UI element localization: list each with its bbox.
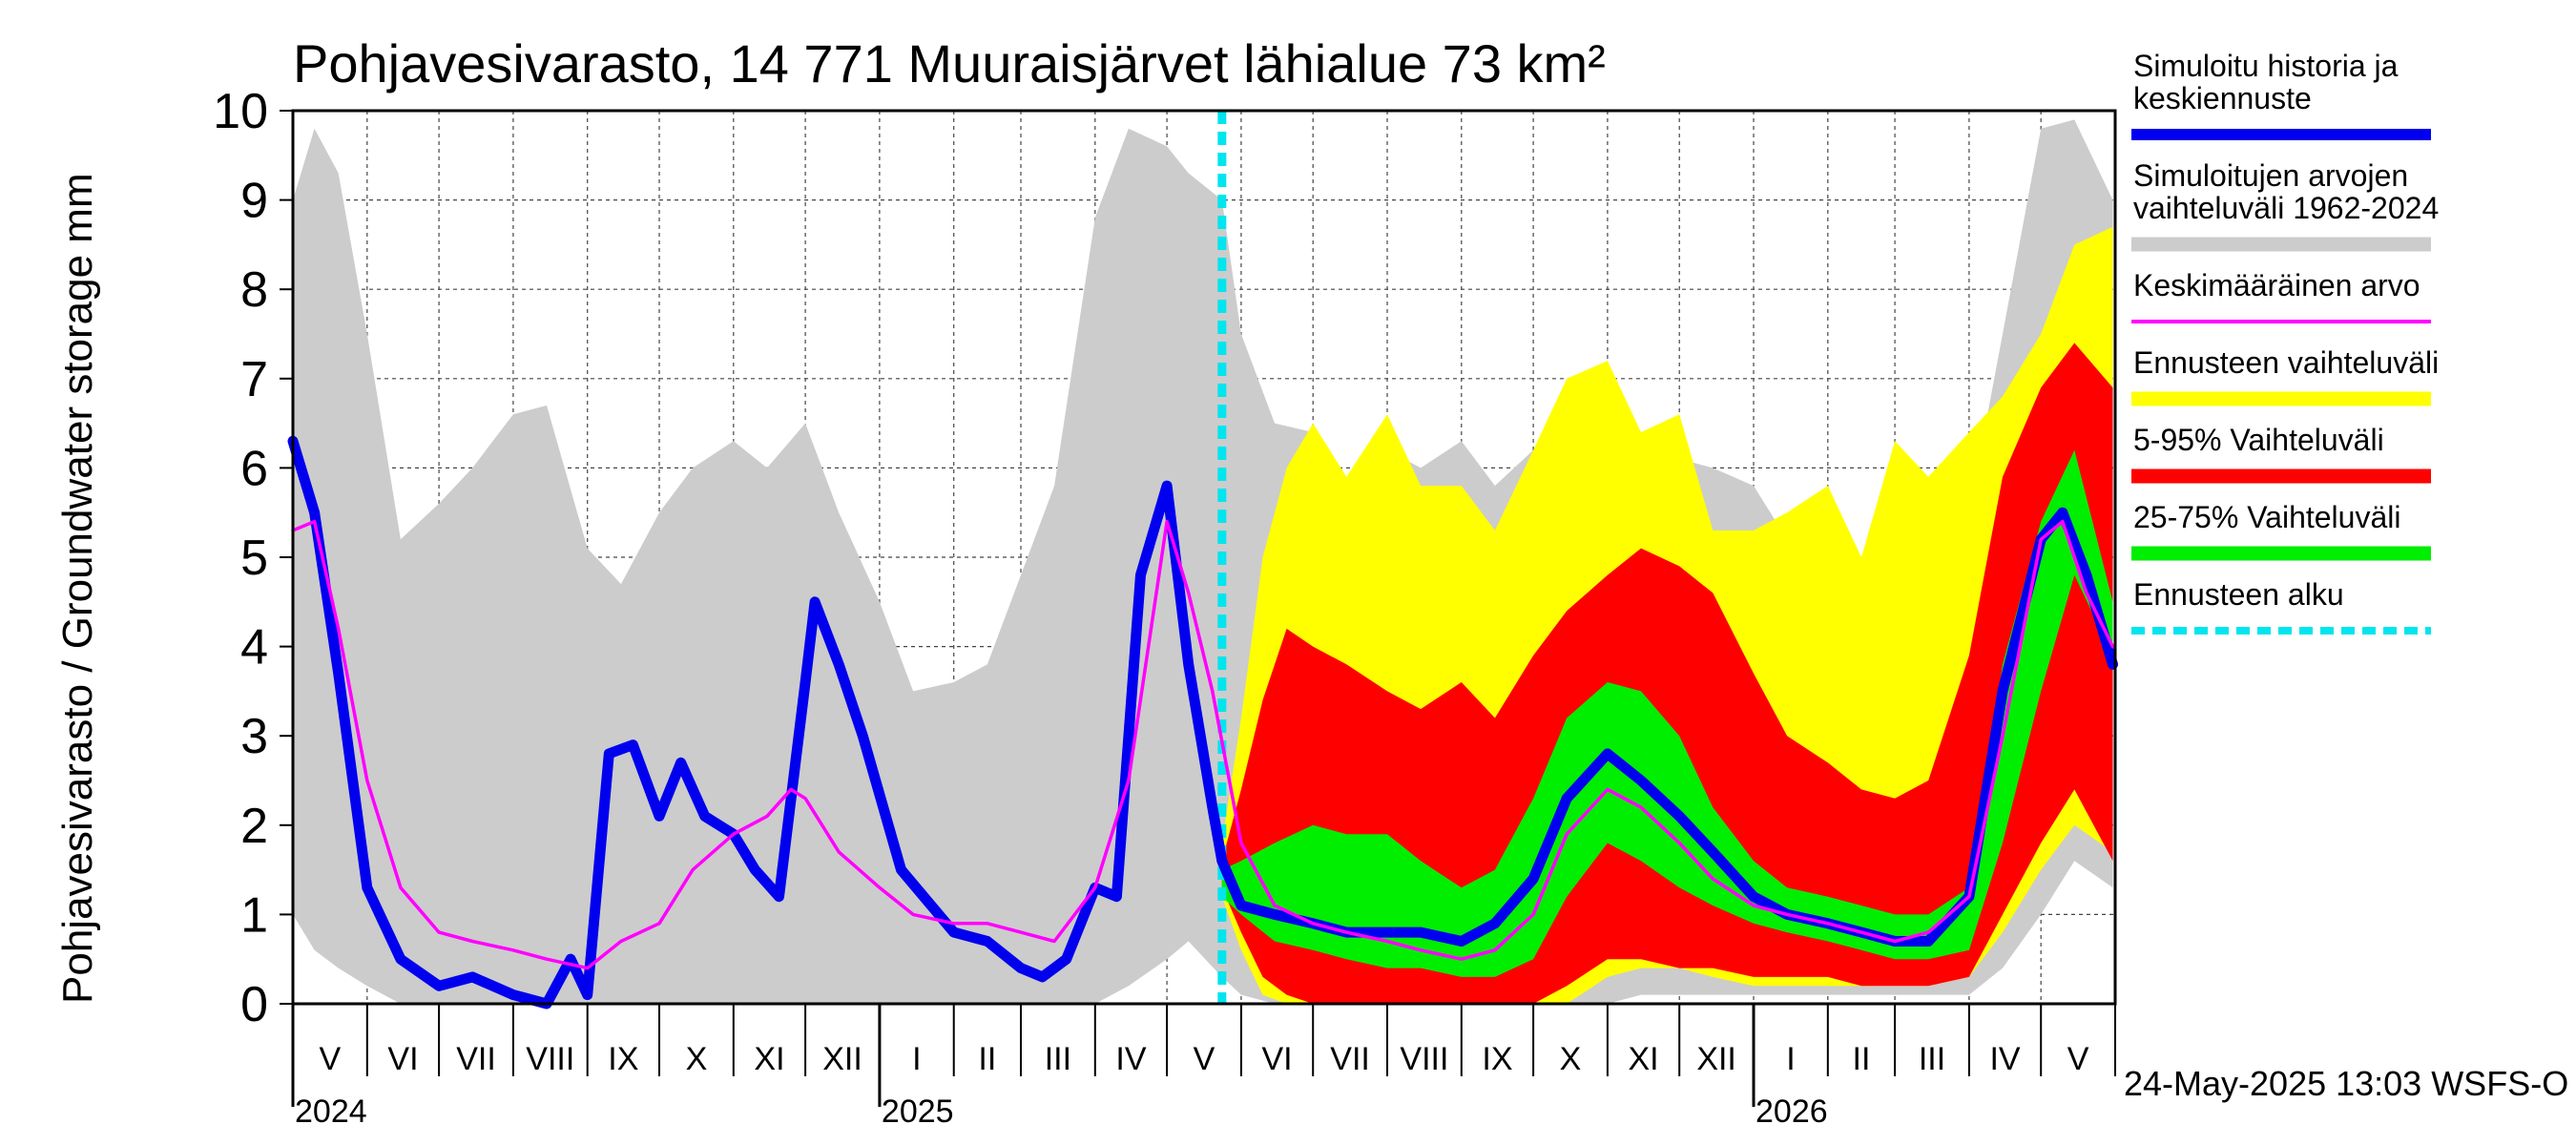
- legend-item: Ennusteen vaihteluväli: [2131, 345, 2439, 406]
- y-tick-label: 7: [240, 352, 268, 407]
- month-label: IV: [1989, 1041, 2020, 1077]
- y-tick-label: 0: [240, 977, 268, 1032]
- month-label: XII: [1696, 1041, 1736, 1077]
- year-label: 2025: [882, 1093, 954, 1130]
- legend-label: Ennusteen vaihteluväli: [2133, 345, 2439, 380]
- lines-layer: [287, 111, 2118, 1010]
- month-label: V: [320, 1041, 342, 1077]
- x-axis: V VI VII VIII IX X XI XII I II III IV V VI VII VIII IX X X…: [291, 1004, 2116, 1130]
- y-tick-label: 10: [213, 84, 268, 139]
- y-tick-label: 4: [240, 620, 268, 676]
- legend-item: Keskimääräinen arvo: [2131, 268, 2431, 323]
- month-label: VIII: [526, 1041, 574, 1077]
- month-label: I: [912, 1041, 921, 1077]
- legend-item: Ennusteen alku: [2131, 577, 2431, 635]
- year-label: 2024: [295, 1093, 367, 1130]
- line-keskima-a-ra-inen-arvo: [291, 519, 2115, 970]
- month-label: V: [2067, 1041, 2089, 1077]
- legend-label: 5-95% Vaihteluväli: [2133, 423, 2384, 457]
- month-label: X: [1560, 1041, 1582, 1077]
- y-tick-label: 1: [240, 887, 268, 943]
- month-label: X: [686, 1041, 708, 1077]
- month-label: V: [1194, 1041, 1215, 1077]
- y-tick-label: 5: [240, 531, 268, 586]
- month-label: VII: [456, 1041, 496, 1077]
- year-label: 2026: [1755, 1093, 1828, 1130]
- month-label: VIII: [1400, 1041, 1448, 1077]
- legend-label: 25-75% Vaihteluväli: [2133, 500, 2400, 534]
- y-tick-label: 9: [240, 174, 268, 229]
- legend-item: 5-95% Vaihteluväli: [2131, 423, 2431, 484]
- legend-label: Simuloitujen arvojen: [2133, 158, 2408, 193]
- month-label: XI: [754, 1041, 784, 1077]
- legend-label: Simuloitu historia ja: [2133, 49, 2399, 83]
- y-tick-label: 3: [240, 709, 268, 764]
- month-label: VII: [1330, 1041, 1370, 1077]
- month-label: II: [978, 1041, 996, 1077]
- legend: Simuloitu historia jakeskiennusteSimuloi…: [2131, 49, 2439, 635]
- legend-label: Keskimääräinen arvo: [2133, 268, 2420, 302]
- month-label: III: [1045, 1041, 1071, 1077]
- month-label: III: [1919, 1041, 1945, 1077]
- month-label: XII: [822, 1041, 862, 1077]
- month-label: VI: [387, 1041, 418, 1077]
- y-tick-label: 8: [240, 262, 268, 318]
- footer-timestamp: 24-May-2025 13:03 WSFS-O: [2124, 1064, 2568, 1103]
- y-axis-label: Pohjavesivarasto / Groundwater storage m…: [54, 173, 101, 1004]
- y-tick-label: 6: [240, 441, 268, 496]
- month-label: XI: [1628, 1041, 1658, 1077]
- legend-label: vaihteluväli 1962-2024: [2133, 191, 2439, 225]
- legend-label: Ennusteen alku: [2133, 577, 2344, 612]
- y-axis: 0 1 2 3 4 5 6 7 8 9 10: [213, 84, 293, 1032]
- month-label: I: [1786, 1041, 1795, 1077]
- legend-item: 25-75% Vaihteluväli: [2131, 500, 2431, 561]
- month-label: IX: [1482, 1041, 1512, 1077]
- month-label: IV: [1115, 1041, 1146, 1077]
- month-label: VI: [1261, 1041, 1292, 1077]
- y-tick-label: 2: [240, 799, 268, 854]
- legend-label: keskiennuste: [2133, 81, 2312, 115]
- band-5-95-vaihteluva-li: [1221, 343, 2113, 1004]
- chart-title: Pohjavesivarasto, 14 771 Muuraisjärvet l…: [293, 33, 1606, 94]
- month-label: IX: [608, 1041, 638, 1077]
- month-label: II: [1853, 1041, 1871, 1077]
